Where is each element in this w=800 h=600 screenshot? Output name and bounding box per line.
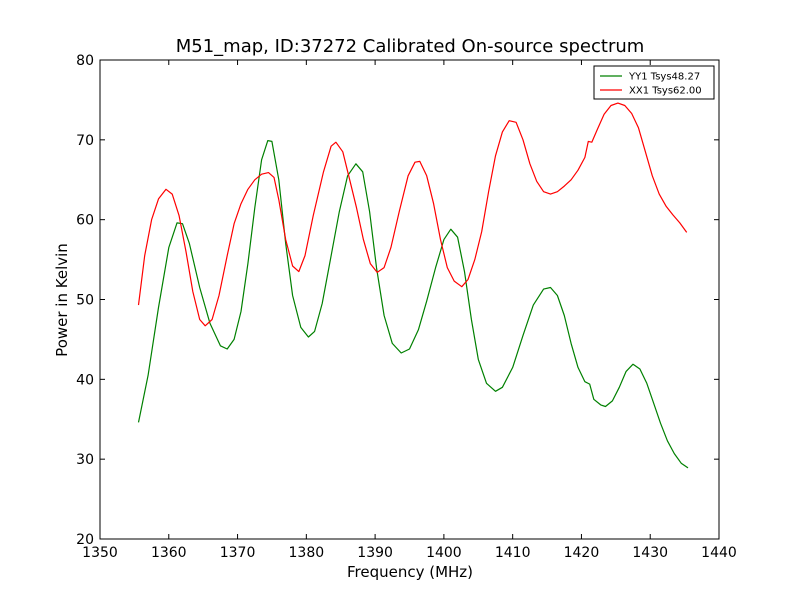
series-line-1	[137, 102, 688, 327]
y-tick-label: 60	[76, 213, 94, 229]
legend: YY1 Tsys48.27 XX1 Tsys62.00	[593, 65, 715, 100]
series-line-0	[137, 140, 689, 469]
y-tick-label: 20	[76, 532, 94, 548]
x-tick-label: 1350	[82, 545, 118, 561]
y-tick-label: 70	[76, 133, 94, 149]
x-tick-label: 1410	[495, 545, 531, 561]
y-tick-label: 40	[76, 372, 94, 388]
legend-frame	[593, 65, 715, 100]
y-tick-label: 30	[76, 452, 94, 468]
x-tick-label: 1380	[289, 545, 325, 561]
series-layer	[137, 102, 689, 469]
plot-area: 1350 1360 1370 1380 1390 1400 1410 1420 1430 1440…	[76, 53, 737, 561]
legend-label-0: YY1 Tsys48.27	[628, 72, 700, 83]
y-axis: 20 30 40 50 60 70 80	[76, 53, 719, 548]
chart-title: M51_map, ID:37272 Calibrated On-source s…	[176, 36, 645, 57]
x-tick-label: 1440	[701, 545, 737, 561]
legend-label-1: XX1 Tsys62.00	[629, 86, 702, 97]
x-axis-title: Frequency (MHz)	[347, 563, 473, 581]
y-tick-label: 50	[76, 293, 94, 309]
y-tick-label: 80	[76, 53, 94, 69]
x-tick-label: 1400	[426, 545, 462, 561]
x-tick-label: 1370	[220, 545, 256, 561]
x-tick-label: 1390	[357, 545, 393, 561]
x-tick-label: 1430	[632, 545, 668, 561]
x-tick-label: 1420	[564, 545, 600, 561]
x-tick-label: 1360	[151, 545, 187, 561]
plot-background	[100, 60, 719, 539]
x-axis: 1350 1360 1370 1380 1390 1400 1410 1420 1430 1440	[82, 60, 737, 561]
y-axis-title: Power in Kelvin	[53, 243, 71, 357]
